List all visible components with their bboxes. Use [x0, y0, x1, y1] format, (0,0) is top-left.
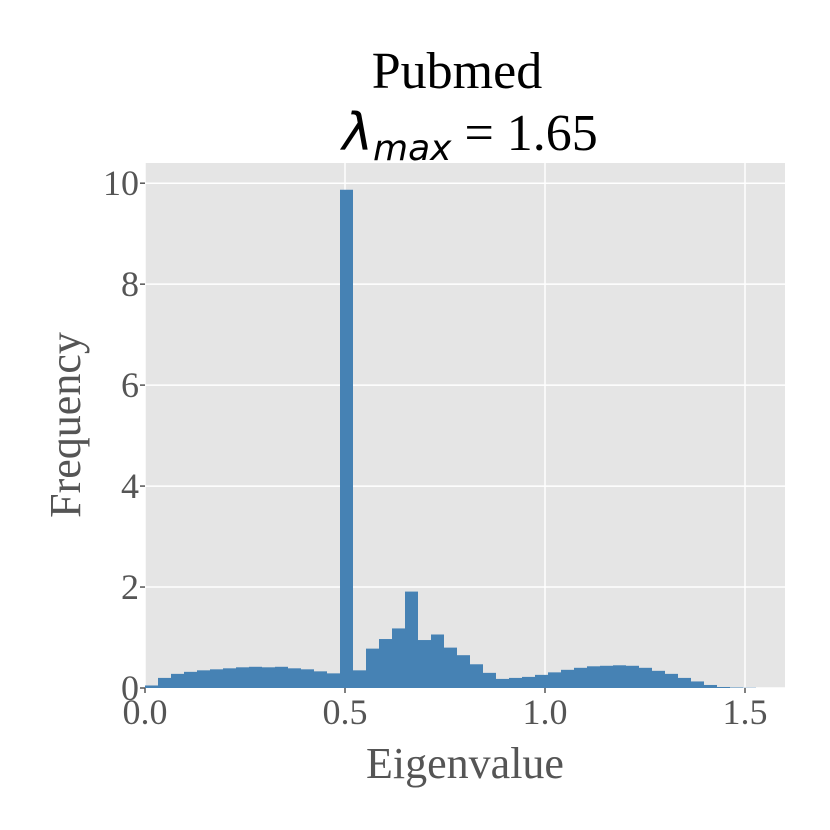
bar: [275, 666, 288, 688]
bar: [600, 665, 613, 688]
subtitle-text: = 1.65: [451, 105, 597, 162]
bar: [639, 667, 652, 688]
bar: [249, 666, 262, 688]
bar: [431, 634, 444, 688]
bar: [704, 684, 717, 688]
bar: [327, 673, 340, 688]
bar: [405, 591, 418, 688]
bar: [301, 669, 314, 688]
subtitle-subscript: max: [373, 128, 452, 169]
x-tick-label: 0.5: [323, 692, 368, 732]
x-tick-label: 1.0: [523, 692, 568, 732]
bar: [496, 678, 509, 688]
bar: [548, 672, 561, 688]
bar: [587, 666, 600, 688]
bar: [145, 685, 158, 688]
chart-subtitle: λmax = 1.65: [339, 103, 598, 169]
bar: [678, 677, 691, 688]
bar: [158, 677, 171, 688]
bar: [470, 664, 483, 688]
x-tick-label: 0.0: [123, 692, 168, 732]
y-tick-label: 2: [121, 567, 139, 607]
bar: [184, 671, 197, 688]
bar: [288, 668, 301, 688]
bar: [366, 648, 379, 688]
y-tick-label: 0: [121, 668, 139, 708]
bar: [613, 665, 626, 688]
x-axis-label: Eigenvalue: [366, 739, 564, 788]
bar: [457, 655, 470, 688]
y-tick-label: 10: [103, 163, 139, 203]
bar: [483, 672, 496, 688]
bars: [145, 189, 756, 688]
subtitle-symbol: λ: [339, 103, 373, 163]
bar: [717, 686, 730, 688]
bar: [652, 670, 665, 688]
bar: [392, 628, 405, 688]
bar: [561, 669, 574, 688]
bar: [730, 687, 743, 688]
bar: [444, 647, 457, 688]
bar: [691, 681, 704, 688]
chart-title: Pubmed: [372, 43, 542, 100]
bar: [665, 673, 678, 688]
bar: [353, 670, 366, 688]
y-tick-label: 4: [121, 466, 139, 506]
plot-background: [145, 163, 785, 688]
bar: [314, 671, 327, 688]
bar: [236, 667, 249, 688]
bar: [379, 639, 392, 688]
bar: [171, 673, 184, 688]
bar: [223, 668, 236, 688]
bar: [262, 667, 275, 688]
y-tick-label: 6: [121, 365, 139, 405]
bar: [418, 640, 431, 688]
x-tick-label: 1.5: [723, 692, 768, 732]
bar: [340, 189, 353, 688]
bar: [509, 677, 522, 688]
bar: [197, 670, 210, 688]
bar: [574, 667, 587, 688]
bar: [626, 665, 639, 688]
grid: [144, 163, 785, 689]
bar: [535, 674, 548, 688]
y-tick-label: 8: [121, 264, 139, 304]
bar: [522, 676, 535, 688]
bar: [210, 669, 223, 688]
y-axis-label: Frequency: [41, 332, 90, 518]
